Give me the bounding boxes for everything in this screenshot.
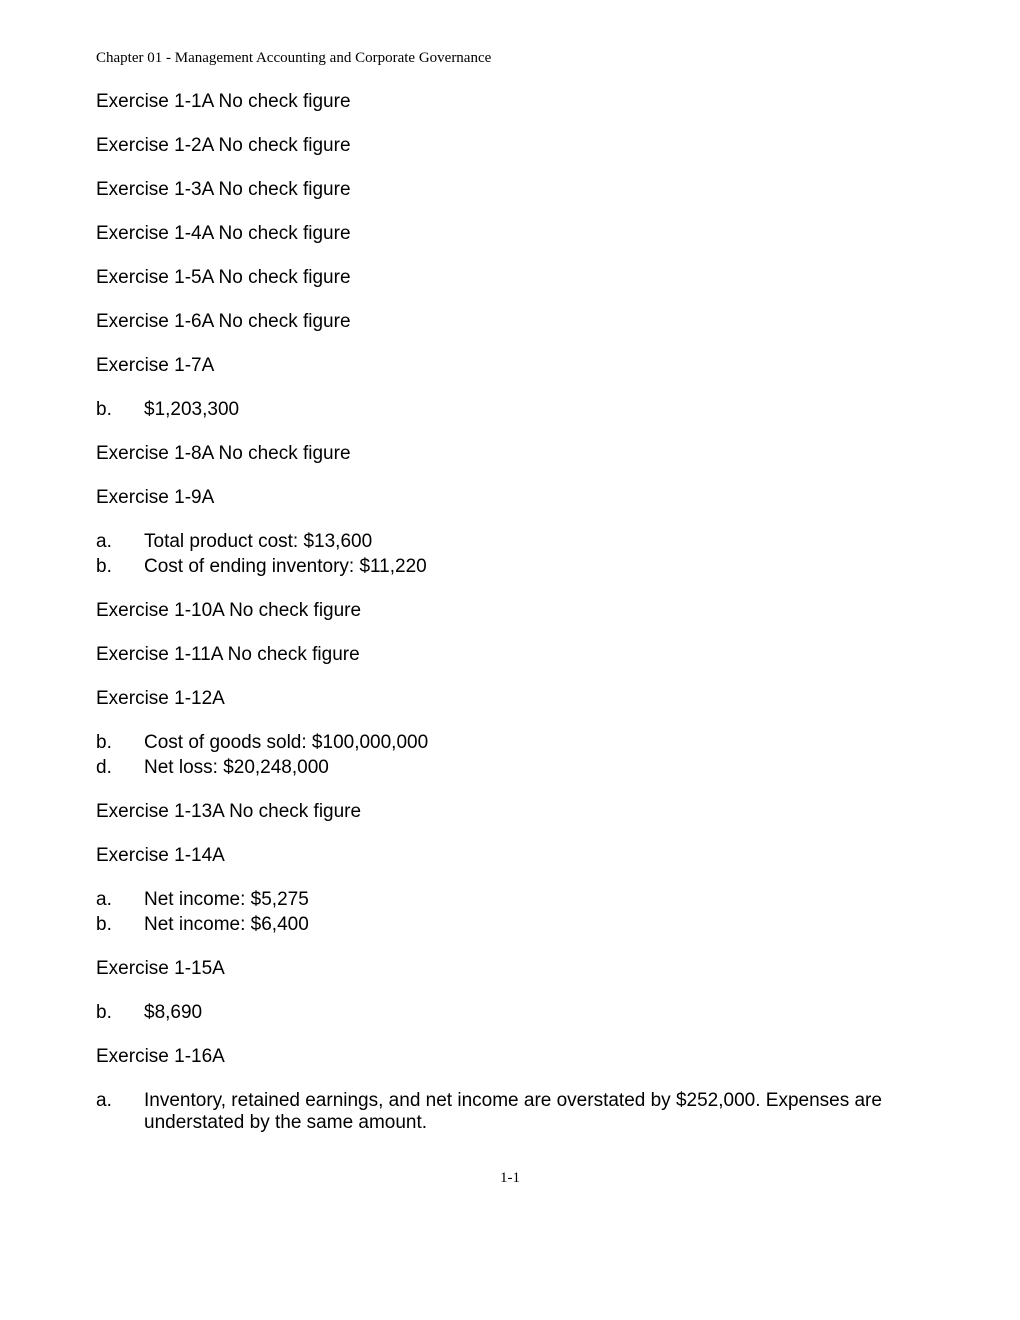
page-number: 1-1	[96, 1170, 924, 1187]
exercise-title: Exercise 1-15A	[96, 958, 924, 980]
exercise-title: Exercise 1-16A	[96, 1046, 924, 1068]
exercise-sub-item: b.Cost of ending inventory: $11,220	[96, 556, 924, 578]
exercise-sub-item: b.Net income: $6,400	[96, 914, 924, 936]
exercise-sub-item: b.$1,203,300	[96, 399, 924, 421]
exercise-sub-item: a.Inventory, retained earnings, and net …	[96, 1090, 924, 1134]
sub-label: a.	[96, 889, 144, 911]
sub-label: b.	[96, 556, 144, 578]
sub-text: Inventory, retained earnings, and net in…	[144, 1090, 924, 1134]
exercise-sub-item: a.Total product cost: $13,600	[96, 531, 924, 553]
exercise-title: Exercise 1-9A	[96, 487, 924, 509]
sub-text: Cost of ending inventory: $11,220	[144, 556, 924, 578]
exercise-title: Exercise 1-4A No check figure	[96, 223, 924, 245]
sub-label: b.	[96, 1002, 144, 1024]
exercise-list: Exercise 1-1A No check figure Exercise 1-…	[96, 91, 924, 1134]
exercise-sub-item: d.Net loss: $20,248,000	[96, 757, 924, 779]
exercise-title: Exercise 1-2A No check figure	[96, 135, 924, 157]
chapter-header: Chapter 01 - Management Accounting and C…	[96, 50, 924, 67]
sub-label: b.	[96, 399, 144, 421]
sub-text: Net loss: $20,248,000	[144, 757, 924, 779]
exercise-sub-item: a.Net income: $5,275	[96, 889, 924, 911]
exercise-title: Exercise 1-3A No check figure	[96, 179, 924, 201]
exercise-title: Exercise 1-12A	[96, 688, 924, 710]
sub-label: d.	[96, 757, 144, 779]
exercise-sub-item: b.Cost of goods sold: $100,000,000	[96, 732, 924, 754]
exercise-title: Exercise 1-10A No check figure	[96, 600, 924, 622]
exercise-title: Exercise 1-1A No check figure	[96, 91, 924, 113]
exercise-title: Exercise 1-13A No check figure	[96, 801, 924, 823]
exercise-title: Exercise 1-14A	[96, 845, 924, 867]
sub-label: b.	[96, 732, 144, 754]
sub-label: b.	[96, 914, 144, 936]
exercise-title: Exercise 1-6A No check figure	[96, 311, 924, 333]
exercise-sub-item: b.$8,690	[96, 1002, 924, 1024]
sub-text: $8,690	[144, 1002, 924, 1024]
sub-label: a.	[96, 531, 144, 553]
sub-text: $1,203,300	[144, 399, 924, 421]
sub-text: Total product cost: $13,600	[144, 531, 924, 553]
exercise-title: Exercise 1-7A	[96, 355, 924, 377]
exercise-title: Exercise 1-11A No check figure	[96, 644, 924, 666]
sub-text: Cost of goods sold: $100,000,000	[144, 732, 924, 754]
sub-text: Net income: $6,400	[144, 914, 924, 936]
exercise-title: Exercise 1-5A No check figure	[96, 267, 924, 289]
sub-label: a.	[96, 1090, 144, 1134]
sub-text: Net income: $5,275	[144, 889, 924, 911]
exercise-title: Exercise 1-8A No check figure	[96, 443, 924, 465]
